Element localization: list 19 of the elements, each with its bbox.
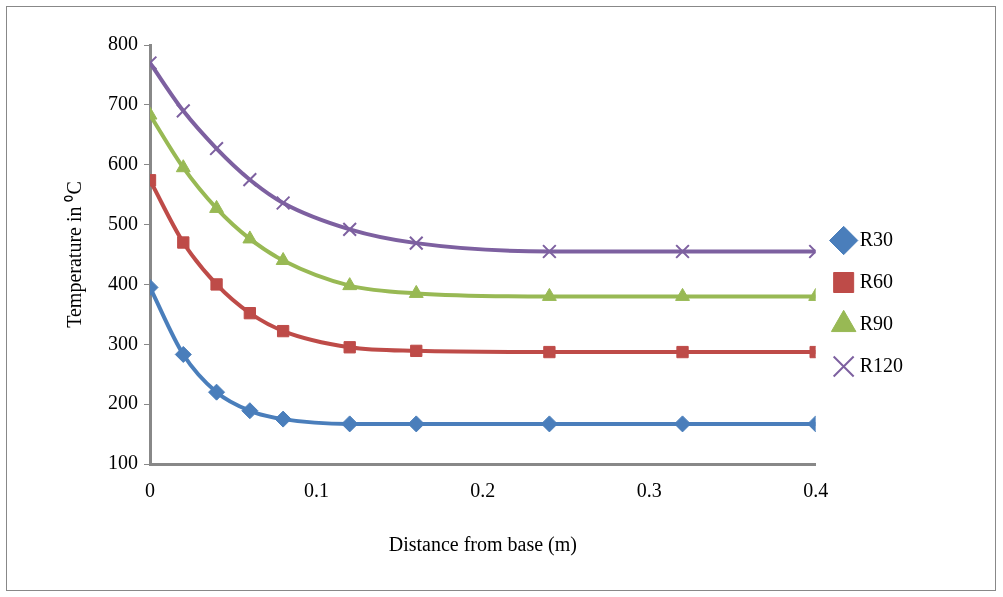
legend-label: R90 [859, 311, 893, 334]
y-tick-label: 800 [108, 32, 138, 55]
legend-label: R30 [859, 227, 893, 250]
y-tick-label: 700 [108, 92, 138, 115]
x-tick-label: 0.4 [803, 479, 829, 502]
y-tick-label: 500 [108, 211, 138, 234]
x-axis-title: Distance from base (m) [388, 533, 577, 557]
y-axis-title: Temperature in ⁰C [63, 181, 87, 328]
y-tick-label: 100 [108, 451, 138, 474]
legend-label: R120 [859, 353, 903, 376]
legend-label: R60 [859, 269, 893, 292]
x-tick-label: 0.1 [303, 479, 329, 502]
x-tick-label: 0.2 [470, 479, 496, 502]
y-tick-label: 300 [108, 331, 138, 354]
y-tick-label: 200 [108, 391, 138, 414]
y-tick-label: 400 [108, 271, 138, 294]
x-tick-label: 0.3 [636, 479, 662, 502]
x-tick-label: 0 [145, 479, 155, 502]
y-tick-label: 600 [108, 151, 138, 174]
